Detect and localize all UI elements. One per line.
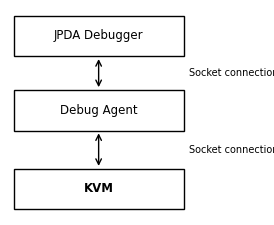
Text: JPDA Debugger: JPDA Debugger	[54, 29, 144, 43]
Text: Socket connection: Socket connection	[189, 68, 274, 78]
Bar	[14, 169, 184, 209]
Text: Debug Agent: Debug Agent	[60, 104, 138, 117]
Text: KVM: KVM	[84, 182, 114, 196]
Text: Socket connection: Socket connection	[189, 145, 274, 155]
Bar	[14, 90, 184, 130]
Bar	[14, 16, 184, 56]
